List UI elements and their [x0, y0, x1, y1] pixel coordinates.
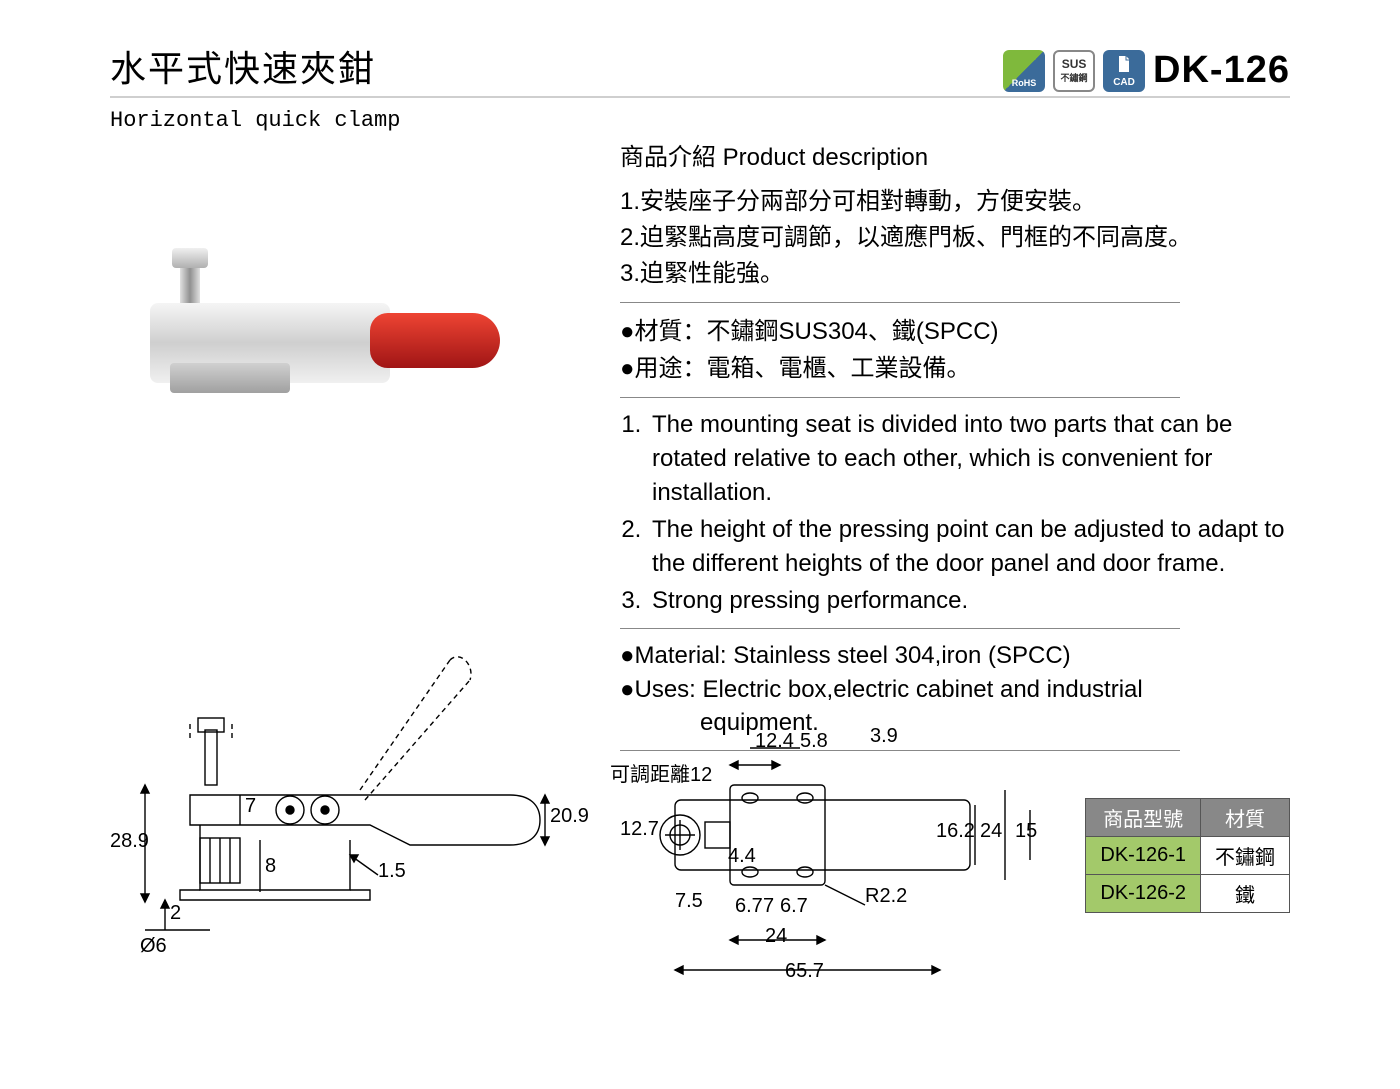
rohs-label: RoHS	[1012, 78, 1037, 88]
cn-uses: ●用途：電箱、電櫃、工業設備。	[620, 350, 1290, 387]
dim-16-2: 16.2	[936, 820, 975, 843]
divider	[620, 397, 1180, 398]
th-model: 商品型號	[1086, 799, 1201, 837]
table-header-row: 商品型號 材質	[1086, 799, 1290, 837]
product-code: DK-126	[1153, 49, 1290, 92]
cad-label: CAD	[1113, 77, 1135, 88]
cn-desc-1: 1.安裝座子分兩部分可相對轉動，方便安裝。	[620, 184, 1290, 220]
divider	[620, 628, 1180, 629]
drawing-top-view: 可調距離12 12.4 5.8 3.9 12.7 4.4 7.5 6.7 7 6…	[610, 730, 1050, 1010]
cn-material: ●材質：不鏽鋼SUS304、鐵(SPCC)	[620, 313, 1290, 350]
material-table: 商品型號 材質 DK-126-1 不鏽鋼 DK-126-2 鐵	[1085, 798, 1290, 913]
material-chinese: ●材質：不鏽鋼SUS304、鐵(SPCC) ●用途：電箱、電櫃、工業設備。	[620, 313, 1290, 387]
dim-5-8: 5.8	[800, 730, 828, 753]
header-right: RoHS SUS 不鏽鋼 CAD DK-126	[1003, 49, 1290, 92]
cn-desc-3: 3.迫緊性能強。	[620, 256, 1290, 292]
td-model-1: DK-126-1	[1086, 837, 1201, 875]
description-chinese: 1.安裝座子分兩部分可相對轉動，方便安裝。 2.迫緊點高度可調節，以適應門板、門…	[620, 184, 1290, 292]
dim-r2-2: R2.2	[865, 885, 907, 908]
table-row: DK-126-2 鐵	[1086, 875, 1290, 913]
clamp-knob-shape	[172, 248, 208, 268]
clamp-handle-shape	[370, 313, 500, 368]
dim-4-4: 4.4	[728, 845, 756, 868]
rohs-badge-icon: RoHS	[1003, 50, 1045, 92]
dim-12-4: 12.4	[755, 730, 794, 753]
dim-7-5: 7.5	[675, 890, 703, 913]
description-heading: 商品介紹 Product description	[620, 137, 1290, 172]
dim-7: 7	[245, 795, 256, 818]
sus-top-label: SUS	[1062, 57, 1087, 71]
td-mat-1: 不鏽鋼	[1201, 837, 1290, 875]
table-row: DK-126-1 不鏽鋼	[1086, 837, 1290, 875]
cad-badge-icon: CAD	[1103, 50, 1145, 92]
dim-6-7a: 6.7	[735, 895, 763, 918]
dim-adj: 可調距離12	[610, 758, 712, 787]
dim-2: 2	[170, 902, 181, 925]
dim-6-7b: 6.7	[780, 895, 808, 918]
en-desc-3: Strong pressing performance.	[648, 584, 1290, 618]
dim-7: 7	[763, 895, 774, 918]
dim-8: 8	[265, 855, 276, 878]
title-chinese: 水平式快速夾鉗	[110, 40, 376, 92]
td-model-2: DK-126-2	[1086, 875, 1201, 913]
clamp-base-shape	[170, 363, 290, 393]
description-english: The mounting seat is divided into two pa…	[620, 408, 1290, 618]
dim-24s: 24	[765, 925, 787, 948]
drawing-side-view: 28.9 7 8 2 Ø6 1.5 20.9	[110, 640, 610, 1000]
side-view-svg	[110, 640, 610, 1000]
dim-20-9: 20.9	[550, 805, 589, 828]
td-mat-2: 鐵	[1201, 875, 1290, 913]
th-material: 材質	[1201, 799, 1290, 837]
dim-12-7: 12.7	[620, 818, 659, 841]
dim-dia6: Ø6	[140, 935, 167, 958]
dim-28-9: 28.9	[110, 830, 149, 853]
sus-bottom-label: 不鏽鋼	[1061, 71, 1088, 84]
sus-badge-icon: SUS 不鏽鋼	[1053, 50, 1095, 92]
dim-3-9: 3.9	[870, 725, 898, 748]
dim-15: 15	[1015, 820, 1037, 843]
subtitle-english: Horizontal quick clamp	[110, 108, 1290, 133]
dim-65-7: 65.7	[785, 960, 824, 983]
product-photo	[150, 243, 530, 443]
page-header: 水平式快速夾鉗 RoHS SUS 不鏽鋼 CAD DK-126	[110, 40, 1290, 98]
dim-24r: 24	[980, 820, 1002, 843]
en-desc-2: The height of the pressing point can be …	[648, 513, 1290, 580]
dim-1-5: 1.5	[378, 860, 406, 883]
cn-desc-2: 2.迫緊點高度可調節，以適應門板、門框的不同高度。	[620, 220, 1290, 256]
en-desc-1: The mounting seat is divided into two pa…	[648, 408, 1290, 509]
divider	[620, 302, 1180, 303]
